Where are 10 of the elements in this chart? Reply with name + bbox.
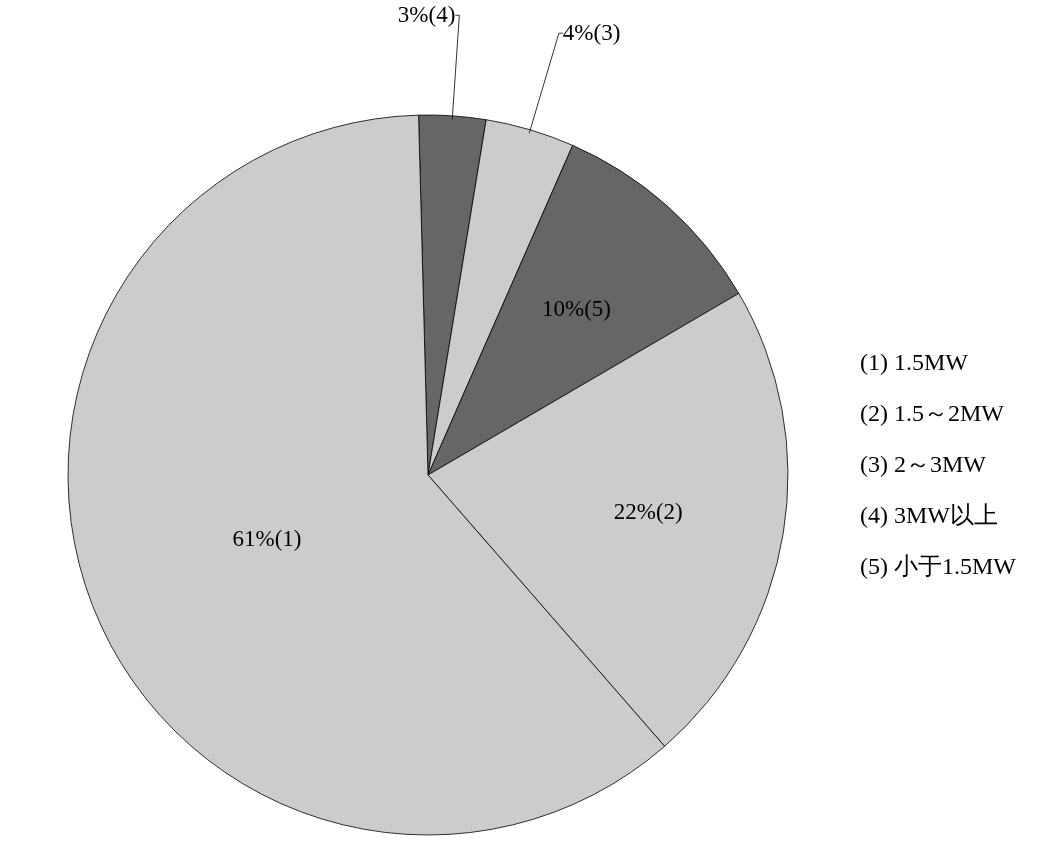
data-label: 3%(4) (397, 2, 456, 28)
data-label: 10%(5) (541, 296, 611, 322)
text: (1) 1.5MW (860, 349, 969, 375)
data-label: 22%(2) (613, 499, 683, 525)
text: (4) 3MW以上 (860, 502, 998, 528)
text: (5) 小于1.5MW (860, 553, 1017, 579)
text: (3) 2～3MW (860, 451, 987, 477)
data-label: 61%(1) (232, 525, 302, 551)
data-label: 4%(3) (562, 20, 621, 46)
text: (2) 1.5～2MW (860, 400, 1005, 426)
